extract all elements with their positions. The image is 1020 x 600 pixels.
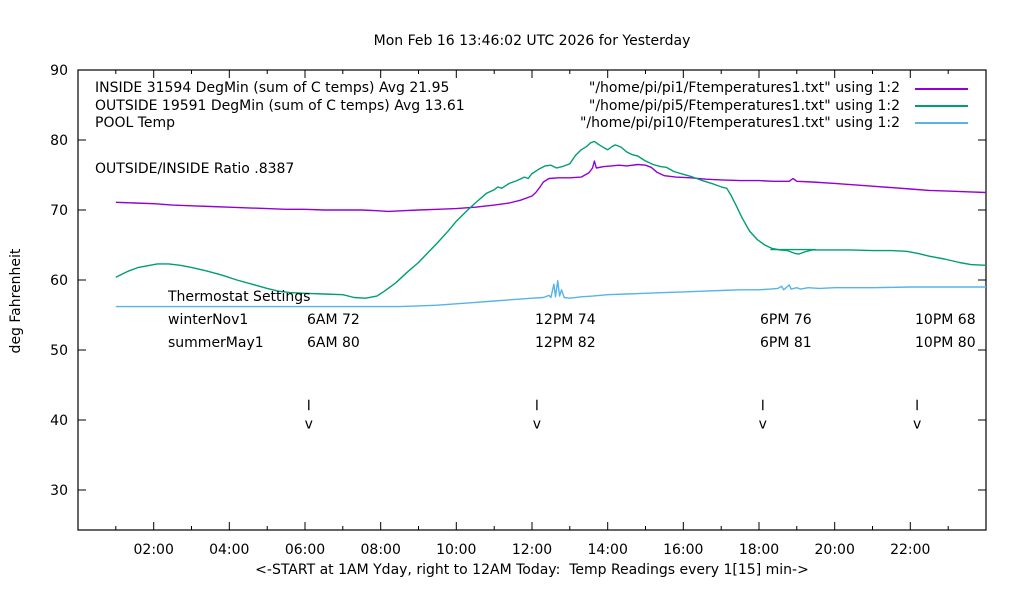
x-tick-label: 22:00 <box>890 542 930 558</box>
legend-file-inside: "/home/pi/pi1/Ftemperatures1.txt" using … <box>588 80 900 96</box>
x-tick-label: 14:00 <box>588 542 628 558</box>
thermostat-setting: 6AM 80 <box>307 335 360 351</box>
y-tick-label: 50 <box>50 343 68 359</box>
thermostat-heading: Thermostat Settings <box>168 289 311 305</box>
x-tick-label: 04:00 <box>209 542 249 558</box>
legend-file-pool: "/home/pi/pi10/Ftemperatures1.txt" using… <box>579 115 900 131</box>
legend-line-sample-pool <box>915 122 968 124</box>
y-tick-label: 80 <box>50 133 68 149</box>
series-line-inside <box>115 160 987 213</box>
x-tick-label: 20:00 <box>815 542 855 558</box>
y-tick-label: 30 <box>50 483 68 499</box>
thermostat-setting: 6PM 76 <box>760 312 812 328</box>
y-tick-label: 60 <box>50 273 68 289</box>
thermostat-setting: 10PM 68 <box>915 312 976 328</box>
legend-label-outside: OUTSIDE 19591 DegMin (sum of C temps) Av… <box>95 98 465 114</box>
x-tick-label: 06:00 <box>285 542 325 558</box>
x-tick-label: 02:00 <box>134 542 174 558</box>
legend-line-sample-outside <box>915 105 968 107</box>
thermostat-schedule-name: winterNov1 <box>168 312 249 328</box>
x-tick-label: 18:00 <box>739 542 779 558</box>
x-tick-label: 08:00 <box>361 542 401 558</box>
legend-file-outside: "/home/pi/pi5/Ftemperatures1.txt" using … <box>588 98 900 114</box>
y-axis-title: deg Fahrenheit <box>8 248 24 354</box>
y-tick-label: 90 <box>50 63 68 79</box>
chart-title: Mon Feb 16 13:46:02 UTC 2026 for Yesterd… <box>373 33 691 49</box>
ratio-label: OUTSIDE/INSIDE Ratio .8387 <box>95 161 295 177</box>
arrow-head-10PM: v <box>913 417 921 433</box>
legend-label-inside: INSIDE 31594 DegMin (sum of C temps) Avg… <box>95 80 450 96</box>
thermostat-schedule-name: summerMay1 <box>168 335 264 351</box>
y-tick-label: 70 <box>50 203 68 219</box>
series-line-pool <box>115 280 986 308</box>
thermostat-setting: 12PM 74 <box>535 312 596 328</box>
x-axis-title: <-START at 1AM Yday, right to 12AM Today… <box>255 562 809 578</box>
arrow-head-12PM: v <box>533 417 541 433</box>
y-tick-label: 40 <box>50 413 68 429</box>
thermostat-row-winter: winterNov1 6AM 72 12PM 74 6PM 76 10PM 68 <box>168 312 976 328</box>
thermostat-setting: 6AM 72 <box>307 312 360 328</box>
arrow-head-6PM: v <box>759 417 767 433</box>
x-tick-label: 12:00 <box>512 542 552 558</box>
x-tick-label: 16:00 <box>663 542 703 558</box>
arrow-head-6AM: v <box>305 417 313 433</box>
legend-label-pool: POOL Temp <box>95 115 176 131</box>
thermostat-setting: 6PM 81 <box>760 335 812 351</box>
thermostat-setting: 10PM 80 <box>915 335 976 351</box>
x-tick-label: 10:00 <box>436 542 476 558</box>
thermostat-row-summer: summerMay1 6AM 80 12PM 82 6PM 81 10PM 80 <box>168 335 976 351</box>
thermostat-setting: 12PM 82 <box>535 335 596 351</box>
legend-line-sample-inside <box>915 88 968 90</box>
